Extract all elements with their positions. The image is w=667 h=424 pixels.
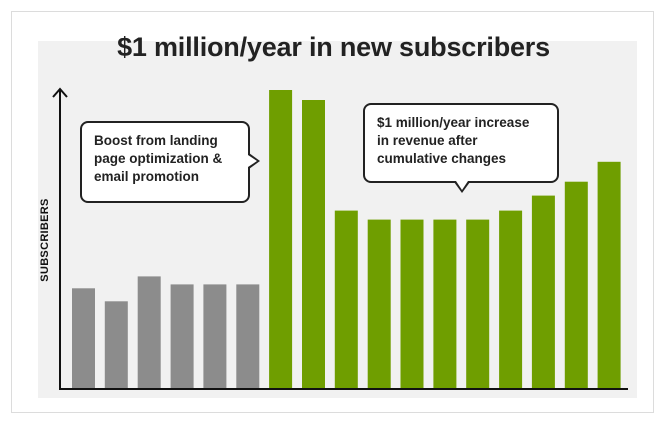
bar-12 xyxy=(433,219,457,389)
annotation-boost-pointer-fill xyxy=(248,155,257,167)
bar-4 xyxy=(170,284,194,389)
bar-16 xyxy=(564,181,588,389)
y-axis-arrow xyxy=(52,87,68,98)
bar-9 xyxy=(334,210,358,389)
bar-13 xyxy=(466,219,490,389)
annotation-boost-text: Boost from landing page optimization & e… xyxy=(94,133,223,184)
bar-2 xyxy=(104,301,128,389)
bars-group xyxy=(72,90,621,389)
bar-17 xyxy=(597,161,621,389)
bar-11 xyxy=(400,219,424,389)
annotation-increase-pointer-fill xyxy=(456,181,468,190)
annotation-boost: Boost from landing page optimization & e… xyxy=(80,121,260,203)
bar-10 xyxy=(367,219,391,389)
bar-5 xyxy=(203,284,227,389)
bar-15 xyxy=(531,195,555,389)
annotation-increase: $1 million/year increase in revenue afte… xyxy=(363,103,559,193)
annotation-increase-text: $1 million/year increase in revenue afte… xyxy=(377,115,530,166)
bar-14 xyxy=(499,210,523,389)
bar-1 xyxy=(72,288,95,389)
bar-3 xyxy=(137,276,161,389)
bar-8 xyxy=(302,100,325,389)
chart-title: $1 million/year in new subscribers xyxy=(117,32,550,62)
bar-7 xyxy=(269,90,293,389)
bar-6 xyxy=(236,284,260,389)
